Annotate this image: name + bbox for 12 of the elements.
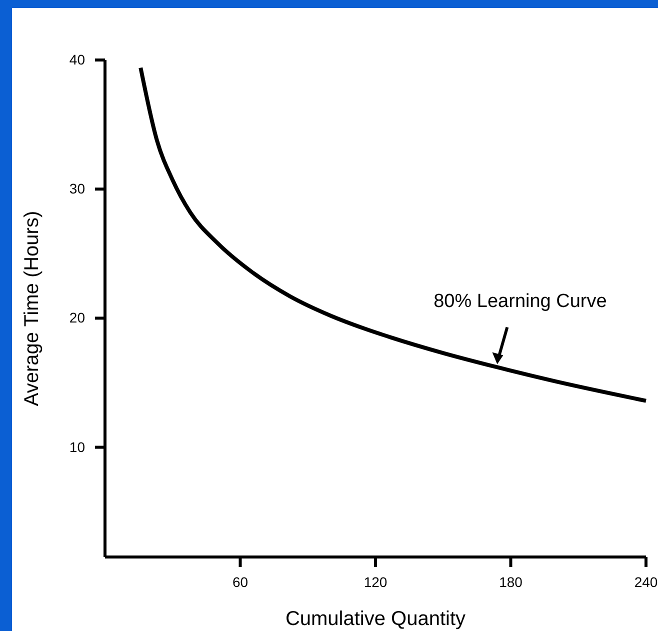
y-tick-label: 20 [69,310,86,326]
line-series [138,66,648,403]
annotation: 80% Learning Curve [434,291,607,312]
y-tick-label: 30 [69,180,86,197]
x-tick-label: 180 [499,574,523,590]
y-tick-label: 40 [69,51,86,68]
y-tick-label: 10 [69,438,86,455]
x-axis-title: Cumulative Quantity [285,608,466,630]
x-tick-label: 120 [364,574,388,590]
x-tick-label: 60 [232,574,248,590]
y-axis-title: Average Time (Hours) [21,210,43,406]
x-tick-label: 240 [634,574,658,590]
